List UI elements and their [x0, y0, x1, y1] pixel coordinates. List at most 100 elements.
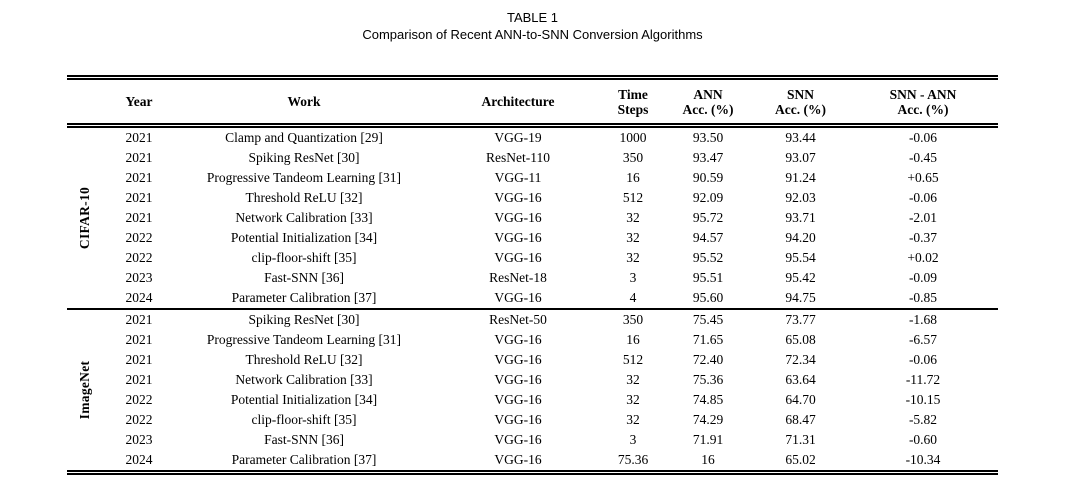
cell-ann-acc: 16	[701, 452, 715, 467]
table-row: 2023 Fast-SNN [36] ResNet-18 3 95.51 95.42 -0.…	[67, 268, 998, 288]
cell-snn-ann-acc: -1.68	[908, 312, 938, 327]
cell-snn-acc: 65.02	[785, 452, 816, 467]
cell-snn-acc: 73.77	[785, 312, 816, 327]
cell-architecture: ResNet-18	[489, 270, 547, 285]
cell-snn-acc: 95.54	[785, 250, 816, 265]
cell-time-steps: 32	[626, 230, 640, 245]
cell-architecture: VGG-16	[494, 250, 542, 265]
table-row: 2022 clip-floor-shift [35] VGG-16 32 74.29 68…	[67, 410, 998, 430]
header-ann-acc: ANN Acc. (%)	[663, 77, 753, 128]
cell-work: clip-floor-shift [35]	[251, 250, 357, 265]
cell-work: Potential Initialization [34]	[230, 230, 378, 245]
cell-snn-acc: 68.47	[785, 412, 816, 427]
cell-year: 2022	[125, 230, 153, 245]
cell-snn-acc: 72.34	[785, 352, 816, 367]
cell-time-steps: 16	[626, 170, 640, 185]
cell-year: 2022	[125, 392, 153, 407]
cell-ann-acc: 93.50	[692, 130, 724, 145]
table-row: 2022 Potential Initialization [34] VGG-16 3…	[67, 390, 998, 410]
cell-snn-acc: 71.31	[785, 432, 816, 447]
cell-snn-acc: 93.07	[785, 150, 816, 165]
table-section-cifar10: 2021 Clamp and Quantization [29] VGG-19 100…	[67, 125, 998, 310]
header-time-steps: Time Steps	[603, 77, 663, 128]
cell-time-steps: 32	[626, 412, 640, 427]
cell-architecture: ResNet-50	[489, 312, 547, 327]
cell-work: Progressive Tandeom Learning [31]	[206, 170, 402, 185]
cell-architecture: VGG-11	[494, 170, 542, 185]
cell-snn-acc: 93.71	[785, 210, 816, 225]
cell-work: clip-floor-shift [35]	[251, 412, 357, 427]
cell-work: Network Calibration [33]	[235, 372, 373, 387]
cell-snn-acc: 94.75	[753, 288, 848, 310]
cell-snn-ann-acc: -0.37	[908, 230, 938, 245]
row-group-label-imagenet: ImageNet	[77, 360, 92, 420]
cell-work: Potential Initialization [34]	[230, 392, 378, 407]
cell-snn-ann-acc: -0.06	[908, 190, 938, 205]
header-year: Year	[103, 77, 175, 128]
cell-architecture: VGG-19	[494, 130, 542, 145]
cell-architecture: VGG-16	[494, 332, 542, 347]
table-row: 2021 Progressive Tandeom Learning [31] VGG…	[67, 168, 998, 188]
table-row: 2021 Progressive Tandeom Learning [31] VGG…	[67, 330, 998, 350]
cell-work: Clamp and Quantization [29]	[225, 130, 383, 145]
cell-snn-acc: 95.42	[785, 270, 816, 285]
cell-time-steps: 350	[622, 312, 644, 327]
cell-ann-acc: 71.91	[692, 432, 724, 447]
cell-ann-acc: 95.72	[692, 210, 724, 225]
cell-architecture: VGG-16	[433, 288, 603, 310]
cell-work: Threshold ReLU [32]	[245, 352, 363, 367]
cell-snn-ann-acc: -10.15	[905, 392, 941, 407]
header-work: Work	[175, 77, 433, 128]
cell-year: 2022	[125, 250, 153, 265]
cell-ann-acc: 74.85	[692, 392, 724, 407]
cell-snn-ann-acc: -0.06	[908, 352, 938, 367]
table-row: 2021 Threshold ReLU [32] VGG-16 512 92.09 92.…	[67, 188, 998, 208]
cell-work: Network Calibration [33]	[235, 210, 373, 225]
cell-snn-acc: 65.08	[785, 332, 816, 347]
cell-snn-ann-acc: -10.34	[905, 452, 941, 467]
cell-snn-ann-acc: -0.85	[848, 288, 998, 310]
header-snn-acc: SNN Acc. (%)	[753, 77, 848, 128]
cell-year: 2021	[125, 150, 153, 165]
comparison-table: Year Work Architecture Time Steps ANN Ac…	[67, 75, 998, 475]
cell-ann-acc: 95.60	[663, 288, 753, 310]
row-group-label-cifar10: CIFAR-10	[77, 186, 92, 250]
cell-snn-acc: 92.03	[785, 190, 816, 205]
cell-snn-ann-acc: -6.57	[908, 332, 938, 347]
cell-year: 2021	[125, 332, 153, 347]
cell-year: 2021	[125, 210, 153, 225]
cell-year: 2021	[125, 130, 153, 145]
cell-time-steps: 32	[626, 392, 640, 407]
table-caption-label: TABLE 1	[506, 10, 559, 25]
cell-work: Fast-SNN [36]	[264, 432, 344, 447]
cell-ann-acc: 95.51	[692, 270, 724, 285]
cell-time-steps: 350	[622, 150, 644, 165]
table-row: 2021 Threshold ReLU [32] VGG-16 512 72.40 72.…	[67, 350, 998, 370]
table-row: 2021 Clamp and Quantization [29] VGG-19 100…	[67, 125, 998, 310]
cell-architecture: VGG-16	[494, 452, 542, 467]
header-group-spacer	[67, 77, 103, 128]
cell-ann-acc: 72.40	[692, 352, 724, 367]
cell-ann-acc: 95.52	[692, 250, 724, 265]
cell-ann-acc: 93.47	[692, 150, 724, 165]
cell-architecture: VGG-16	[494, 432, 542, 447]
cell-time-steps: 75.36	[617, 452, 649, 467]
cell-snn-ann-acc: -0.09	[908, 270, 938, 285]
cell-ann-acc: 94.57	[692, 230, 724, 245]
cell-architecture: VGG-16	[494, 352, 542, 367]
cell-time-steps: 32	[626, 372, 640, 387]
table-row: 2024 Parameter Calibration [37] VGG-16 4 95.…	[67, 288, 998, 310]
cell-time-steps: 32	[626, 210, 640, 225]
header-snn-ann-acc: SNN - ANN Acc. (%)	[848, 77, 998, 128]
cell-year: 2023	[125, 432, 153, 447]
cell-work: Threshold ReLU [32]	[245, 190, 363, 205]
cell-time-steps: 512	[622, 352, 644, 367]
cell-time-steps: 4	[603, 288, 663, 310]
table-caption-title: Comparison of Recent ANN-to-SNN Conversi…	[362, 27, 703, 42]
cell-year: 2021	[125, 372, 153, 387]
cell-year: 2023	[125, 270, 153, 285]
cell-architecture: VGG-16	[494, 392, 542, 407]
cell-time-steps: 1000	[619, 130, 647, 145]
cell-snn-acc: 91.24	[785, 170, 816, 185]
